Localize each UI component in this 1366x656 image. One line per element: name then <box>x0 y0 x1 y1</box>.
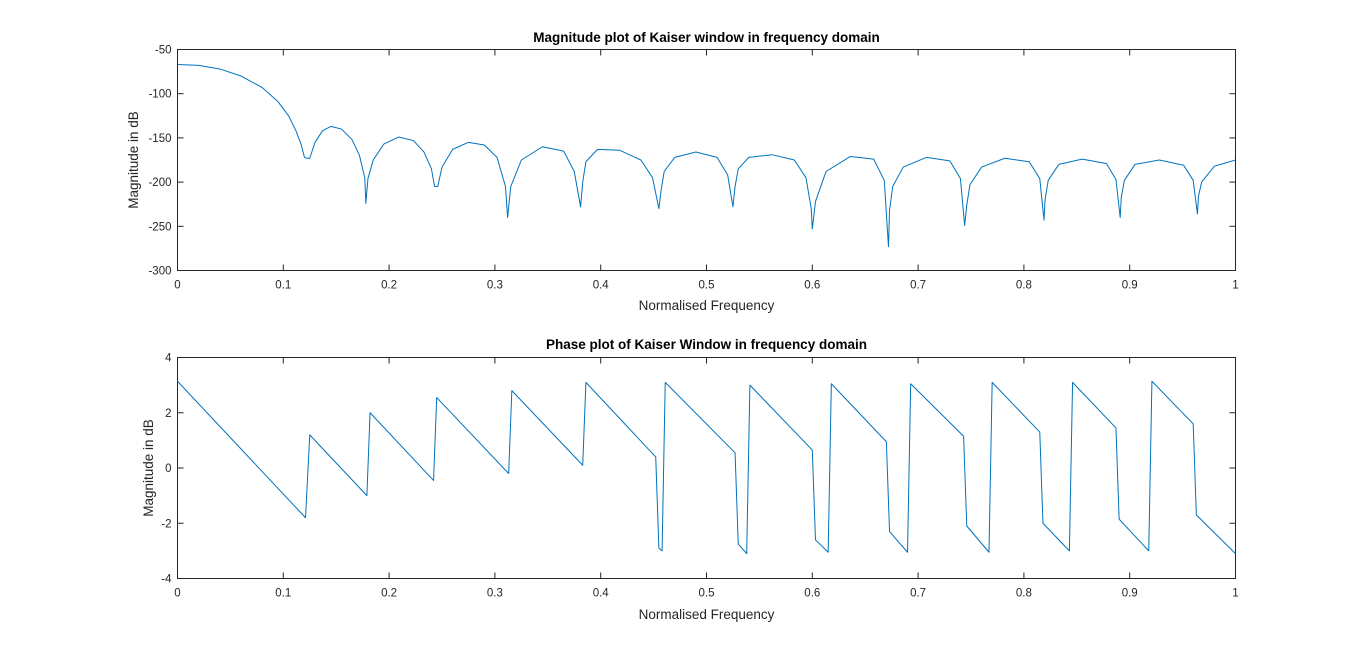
phase-ytick-label: 4 <box>165 353 172 365</box>
magnitude-xtick-label: 1 <box>1232 280 1238 292</box>
magnitude-ytick-label: -200 <box>148 177 171 189</box>
phase-plot-yticks: -4 -2 0 2 4 <box>161 353 1236 586</box>
magnitude-xtick-label: 0.7 <box>910 280 926 292</box>
phase-ytick-label: 0 <box>165 463 171 475</box>
magnitude-xtick-label: 0.8 <box>1016 280 1032 292</box>
phase-plot-ylabel: Magnitude in dB <box>141 419 156 517</box>
magnitude-plot-yticks: -300 -250 -200 -150 -100 -50 <box>148 45 1236 278</box>
phase-plot-xlabel: Normalised Frequency <box>639 607 775 622</box>
magnitude-ytick-label: -50 <box>155 45 172 57</box>
phase-ytick-label: -4 <box>161 574 172 586</box>
phase-xtick-label: 0.2 <box>381 588 397 600</box>
phase-plot-axes: Phase plot of Kaiser Window in frequency… <box>141 337 1239 622</box>
magnitude-plot-title: Magnitude plot of Kaiser window in frequ… <box>533 30 880 45</box>
magnitude-xtick-label: 0.4 <box>593 280 610 292</box>
magnitude-plot-ylabel: Magnitude in dB <box>126 111 141 209</box>
magnitude-xtick-label: 0.3 <box>487 280 503 292</box>
phase-xtick-label: 0.8 <box>1016 588 1032 600</box>
phase-plot-title: Phase plot of Kaiser Window in frequency… <box>546 337 867 352</box>
phase-plot-xticks: 0 0.1 0.2 0.3 0.4 0.5 0.6 0.7 0.8 0.9 1 <box>174 357 1239 600</box>
magnitude-ytick-label: -300 <box>148 266 171 278</box>
phase-xtick-label: 0.7 <box>910 588 926 600</box>
magnitude-ytick-label: -150 <box>148 133 171 145</box>
magnitude-xtick-label: 0.9 <box>1122 280 1138 292</box>
phase-xtick-label: 0.1 <box>275 588 291 600</box>
magnitude-xtick-label: 0 <box>174 280 180 292</box>
phase-ytick-label: -2 <box>161 518 171 530</box>
magnitude-xtick-label: 0.6 <box>804 280 820 292</box>
phase-series-line <box>177 380 1236 555</box>
magnitude-plot-box <box>177 49 1236 271</box>
magnitude-plot-axes: Magnitude plot of Kaiser window in frequ… <box>126 30 1239 313</box>
phase-ytick-label: 2 <box>165 408 171 420</box>
phase-xtick-label: 0 <box>174 588 180 600</box>
phase-xtick-label: 0.5 <box>699 588 715 600</box>
phase-xtick-label: 0.3 <box>487 588 503 600</box>
magnitude-ytick-label: -100 <box>148 89 171 101</box>
phase-xtick-label: 0.9 <box>1122 588 1138 600</box>
phase-plot-box <box>177 357 1236 579</box>
magnitude-xtick-label: 0.5 <box>699 280 715 292</box>
magnitude-plot-xlabel: Normalised Frequency <box>639 298 775 313</box>
phase-xtick-label: 0.6 <box>804 588 820 600</box>
magnitude-plot-xticks: 0 0.1 0.2 0.3 0.4 0.5 0.6 0.7 0.8 0.9 1 <box>174 49 1239 292</box>
magnitude-xtick-label: 0.2 <box>381 280 397 292</box>
magnitude-series-line <box>177 64 1236 248</box>
magnitude-xtick-label: 0.1 <box>275 280 291 292</box>
magnitude-ytick-label: -250 <box>148 221 171 233</box>
phase-xtick-label: 0.4 <box>593 588 610 600</box>
phase-xtick-label: 1 <box>1232 588 1238 600</box>
